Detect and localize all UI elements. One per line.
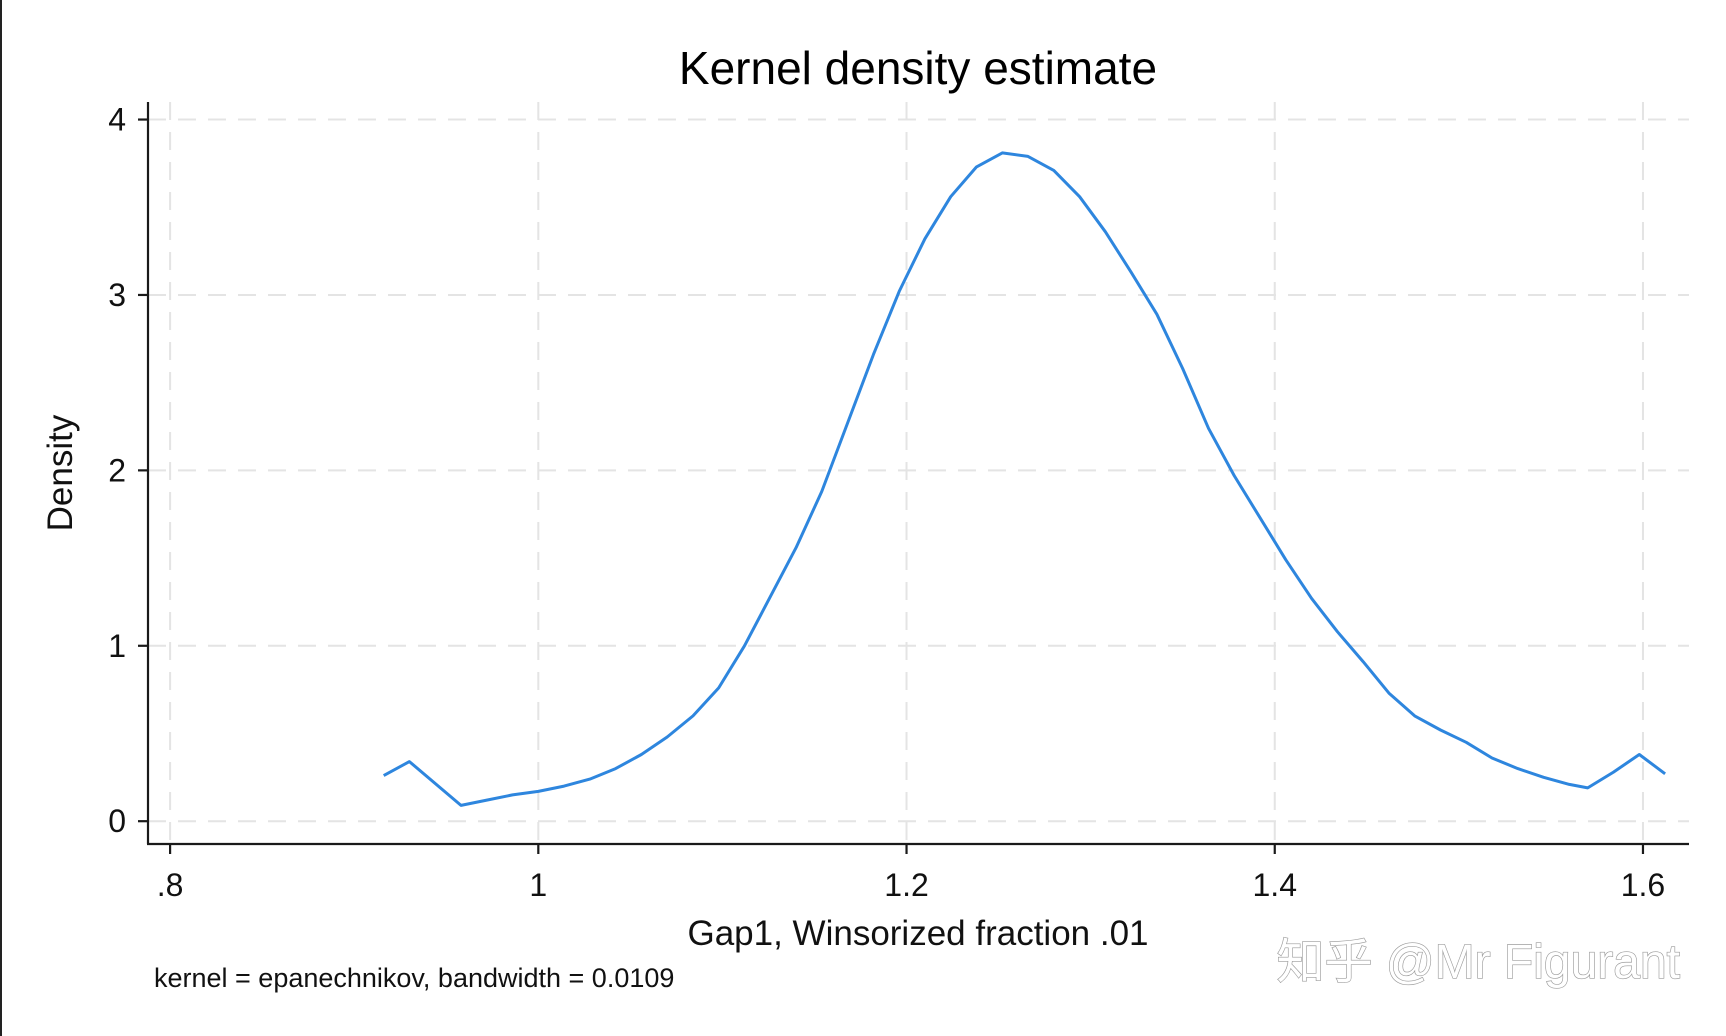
density-curve — [382, 151, 1666, 807]
x-tick-label: 1.2 — [884, 867, 928, 903]
x-tick-label: .8 — [157, 867, 184, 903]
x-axis-title: Gap1, Winsorized fraction .01 — [687, 914, 1148, 953]
x-tick-label: 1 — [529, 867, 547, 903]
y-tick-label: 2 — [108, 452, 126, 488]
x-tick-label: 1.4 — [1253, 867, 1297, 903]
plot-area — [382, 151, 1666, 807]
y-tick-label: 1 — [108, 628, 126, 664]
gridlines — [148, 102, 1689, 844]
y-axis-ticks: 0 1 2 3 4 — [108, 102, 148, 839]
chart-title: Kernel density estimate — [679, 42, 1157, 94]
y-axis-title: Density — [41, 414, 80, 531]
y-tick-label: 4 — [108, 102, 126, 138]
x-tick-label: 1.6 — [1621, 867, 1665, 903]
kernel-note: kernel = epanechnikov, bandwidth = 0.010… — [154, 963, 674, 993]
x-axis-ticks: .8 1 1.2 1.4 1.6 — [157, 844, 1665, 903]
y-tick-label: 3 — [108, 277, 126, 313]
axes — [146, 102, 1689, 846]
watermark-text: 知乎 @Mr Figurant — [1277, 936, 1680, 989]
y-tick-label: 0 — [108, 803, 126, 839]
